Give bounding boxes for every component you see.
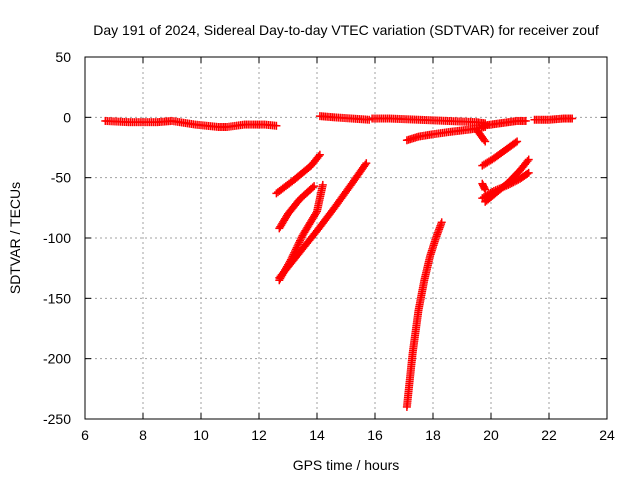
data-point: [511, 138, 520, 147]
data-point: [524, 155, 533, 164]
axis-ticks: 6 8 10 12 14 16 18 20 22 24 -250 -200 -150 -100 -50 0 50: [43, 49, 615, 443]
y-tick-label: 0: [63, 109, 71, 125]
data-point: [480, 135, 489, 144]
data-point: [497, 183, 506, 192]
data-point: [498, 183, 507, 192]
data-point: [489, 186, 498, 195]
x-tick-label: 6: [81, 427, 89, 443]
data-point: [488, 187, 497, 196]
x-tick-label: 18: [425, 427, 441, 443]
y-axis-label: SDTVAR / TECUs: [7, 182, 23, 294]
data-point: [310, 182, 319, 191]
data-point: [481, 137, 490, 146]
x-tick-label: 22: [541, 427, 557, 443]
data-point: [315, 150, 324, 159]
x-tick-label: 12: [251, 427, 267, 443]
chart-title: Day 191 of 2024, Sidereal Day-to-day VTE…: [93, 22, 599, 38]
data-point: [318, 180, 327, 189]
data-point: [481, 185, 490, 194]
data-point: [314, 152, 323, 161]
data-point: [523, 169, 532, 178]
data-point: [524, 168, 533, 177]
x-tick-label: 8: [139, 427, 147, 443]
y-tick-label: 50: [55, 49, 71, 65]
data-points: [101, 112, 577, 411]
data-point: [521, 116, 530, 125]
data-point: [495, 184, 504, 193]
data-point: [308, 183, 317, 192]
data-point: [293, 241, 302, 250]
y-tick-label: -250: [43, 411, 71, 427]
data-point: [437, 218, 446, 227]
data-point: [295, 238, 304, 247]
x-tick-label: 14: [309, 427, 325, 443]
data-point: [493, 185, 502, 194]
grid-layer: [85, 57, 607, 419]
x-axis-label: GPS time / hours: [293, 457, 400, 473]
data-point: [491, 186, 500, 195]
y-tick-label: -50: [51, 170, 71, 186]
data-point: [362, 159, 371, 168]
x-tick-label: 20: [483, 427, 499, 443]
data-point: [361, 160, 370, 169]
x-tick-label: 16: [367, 427, 383, 443]
data-point: [312, 209, 321, 218]
data-point: [294, 240, 303, 249]
data-point: [272, 121, 281, 130]
data-point: [500, 182, 509, 191]
data-point: [296, 235, 305, 244]
data-point: [568, 114, 577, 123]
data-point: [513, 137, 522, 146]
y-tick-label: -200: [43, 351, 71, 367]
data-point: [296, 236, 305, 245]
x-tick-label: 10: [193, 427, 209, 443]
data-point: [523, 157, 532, 166]
y-tick-label: -100: [43, 230, 71, 246]
y-tick-label: -150: [43, 290, 71, 306]
x-tick-label: 24: [599, 427, 615, 443]
data-point: [502, 181, 511, 190]
